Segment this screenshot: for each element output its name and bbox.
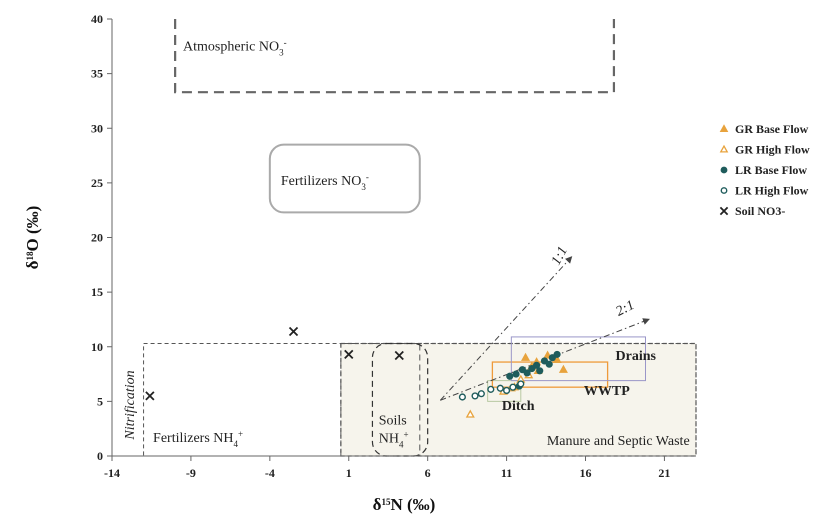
region-wwtp-label: WWTP [584,384,630,399]
point-lr-base-flow-0 [506,372,514,380]
y-tick-label-5: 5 [97,394,103,408]
legend-label-lr-base-flow: LR Base Flow [735,163,807,177]
point-lr-high-flow-3 [487,385,495,393]
point-gr-base-flow-1 [521,352,531,361]
point-lr-base-flow-4 [528,365,536,373]
annotation-1-1: 1:1 [549,244,571,268]
point-lr-base-flow-9 [548,354,556,362]
x-axis-title: δ15N (‰) [373,495,436,514]
point-soil-no3-1 [288,326,299,337]
point-lr-high-flow-0 [458,393,466,401]
y-tick-label-30: 30 [91,121,103,135]
point-lr-high-flow-2 [477,390,485,398]
legend-label-gr-base-flow: GR Base Flow [735,122,809,136]
point-soil-no3-0 [145,391,155,401]
y-tick-label-10: 10 [91,340,103,354]
data-points-layer [145,326,568,418]
point-soil-no3-3 [394,350,404,361]
legend-marker-gr-base-flow [719,124,729,133]
legend-label-soil-no3: Soil NO3- [735,204,785,218]
y-tick-label-15: 15 [91,285,103,299]
x-tick-label-neg9: -9 [186,466,196,480]
y-tick-label-20: 20 [91,231,103,245]
x-tick-label-neg4: -4 [265,466,275,480]
point-lr-high-flow-4 [496,384,504,392]
guide-line-1-1 [439,256,573,401]
region-labels-layer: Manure and Septic Waste Fertilizers NH4+ S… [123,38,690,450]
point-lr-base-flow-10 [553,350,561,358]
point-soil-no3-2 [344,349,354,360]
point-lr-high-flow-6 [509,383,517,391]
point-lr-high-flow-1 [471,392,479,400]
y-tick-label-35: 35 [91,67,103,81]
point-gr-high-flow-0 [465,409,475,418]
region-fertilizers-nh-label: Fertilizers NH4+ [153,429,243,449]
region-ditch-label: Ditch [502,399,535,414]
x-tick-label-21: 21 [658,466,670,480]
legend-marker-lr-base-flow [720,166,728,174]
region-drains [510,336,646,382]
legend-label-lr-high-flow: LR High Flow [735,184,809,198]
point-lr-base-flow-1 [512,370,520,378]
legend-label-gr-high-flow: GR High Flow [735,143,810,157]
annotation-nitrification: Nitrification [123,370,138,440]
point-lr-high-flow-7 [517,380,525,388]
point-lr-base-flow-6 [536,367,544,375]
point-gr-base-flow-6 [558,364,568,373]
legend-marker-soil-no3 [719,206,729,216]
region-fertilizers-no-label: Fertilizers NO3- [281,172,369,192]
point-lr-base-flow-2 [518,366,526,374]
region-soils-label: Soils [379,413,407,428]
y-tick-label-40: 40 [91,12,103,26]
point-lr-base-flow-5 [533,361,541,369]
region-soils-label-2: NH4+ [379,429,409,449]
region-soils [371,342,429,457]
legend-marker-lr-high-flow [720,187,728,194]
point-lr-high-flow-5 [503,386,511,395]
x-tick-label-16: 16 [580,466,592,480]
y-axis-title: δ18O (‰) [23,206,42,270]
region-atmospheric-no-label: Atmospheric NO3- [183,38,287,58]
region-manure-and-septic-waste-label: Manure and Septic Waste [547,434,690,449]
legend: GR Base Flow GR High Flow LR Base Flow LR H… [719,122,810,218]
x-tick-label-6: 6 [425,466,431,480]
x-tick-label-neg14: -14 [104,466,120,480]
x-tick-label-11: 11 [501,466,512,480]
x-tick-label-1: 1 [346,466,352,480]
annotation-2-1: 2:1 [614,298,637,320]
regions-layer [143,19,697,457]
region-atmospheric-no [174,19,616,94]
y-tick-label-0: 0 [97,449,103,463]
region-fertilizers-no [268,143,421,214]
point-lr-base-flow-7 [540,357,549,365]
y-tick-label-25: 25 [91,176,103,190]
point-lr-base-flow-8 [545,360,553,368]
point-lr-base-flow-3 [523,369,531,377]
legend-marker-gr-high-flow [719,144,729,153]
region-drains-label: Drains [616,349,657,364]
